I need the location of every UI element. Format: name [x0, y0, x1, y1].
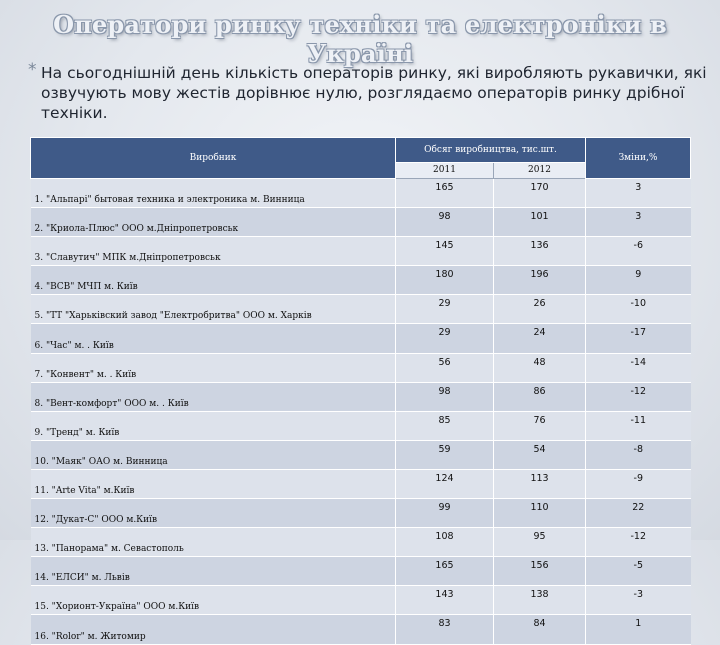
producer-name: 9. "Тренд" м. Київ [30, 411, 396, 441]
operators-table: Виробник Обсяг виробництва, тис.шт. Змін… [30, 137, 692, 645]
volume-2011: 29 [395, 294, 494, 325]
change-percent: -12 [585, 382, 691, 412]
volume-2011: 29 [395, 323, 494, 354]
volume-2012: 156 [492, 556, 586, 587]
volume-2012: 76 [492, 411, 586, 441]
table-row: 12. "Дукат-С" ООО м.Київ 99 110 22 [30, 498, 691, 529]
change-percent: -9 [585, 469, 691, 500]
table-row: 8. "Вент-комфорт" ООО м. . Київ 98 86 -12 [30, 382, 691, 412]
volume-2011: 145 [395, 236, 494, 267]
volume-2011: 165 [395, 556, 494, 587]
producer-name: 6. "Час" м. . Київ [30, 323, 396, 354]
volume-2011: 59 [395, 440, 494, 470]
producer-name: 1. "Альпарі" бытовая техника и электрони… [30, 178, 396, 209]
change-percent: -14 [585, 353, 691, 383]
producer-name: 14. "ЕЛСИ" м. Львів [30, 556, 396, 587]
header-year-2011: 2011 [395, 161, 494, 180]
table-row: 14. "ЕЛСИ" м. Львів 165 156 -5 [30, 556, 691, 587]
producer-name: 3. "Славутич" МПК м.Дніпропетровськ [30, 236, 396, 267]
volume-2011: 83 [395, 614, 494, 645]
table-row: 4. "ВСВ" МЧП м. Київ 180 196 9 [30, 265, 691, 296]
producer-name: 5. "ТТ "Харьківский завод "Електробритва… [30, 294, 396, 325]
change-percent: 22 [585, 498, 691, 529]
producer-name: 7. "Конвент" м. . Київ [30, 353, 396, 383]
table-row: 3. "Славутич" МПК м.Дніпропетровськ 145 13… [30, 236, 691, 267]
producer-name: 16. "Rolor" м. Житомир [30, 614, 396, 645]
bullet-icon: * [28, 60, 37, 80]
table-row: 2. "Криола-Плюс" ООО м.Дніпропетровськ 98… [30, 207, 691, 238]
table-row: 16. "Rolor" м. Житомир 83 84 1 [30, 614, 691, 645]
producer-name: 11. "Arte Vita" м.Київ [30, 469, 396, 500]
volume-2011: 99 [395, 498, 494, 529]
producer-name: 13. "Панорама" м. Севастополь [30, 527, 396, 558]
table-row: 7. "Конвент" м. . Київ 56 48 -14 [30, 353, 691, 383]
volume-2011: 165 [395, 178, 494, 209]
volume-2012: 101 [492, 207, 586, 238]
volume-2012: 24 [492, 323, 586, 354]
change-percent: -11 [585, 411, 691, 441]
volume-2012: 26 [492, 294, 586, 325]
volume-2012: 48 [492, 353, 586, 383]
volume-2011: 85 [395, 411, 494, 441]
change-percent: -10 [585, 294, 691, 325]
volume-2012: 138 [492, 585, 586, 616]
change-percent: -12 [585, 527, 691, 558]
intro-text: На сьогоднішній день кількість операторі… [41, 64, 707, 122]
change-percent: -17 [585, 323, 691, 354]
change-percent: -3 [585, 585, 691, 616]
producer-name: 8. "Вент-комфорт" ООО м. . Київ [30, 382, 396, 412]
volume-2012: 86 [492, 382, 586, 412]
producer-name: 15. "Хорионт-Україна" ООО м.Київ [30, 585, 396, 616]
header-producer: Виробник [30, 137, 396, 179]
change-percent: 3 [585, 207, 691, 238]
table-row: 9. "Тренд" м. Київ 85 76 -11 [30, 411, 691, 441]
volume-2012: 136 [492, 236, 586, 267]
volume-2012: 54 [492, 440, 586, 470]
table-row: 10. "Маяк" ОАО м. Винница 59 54 -8 [30, 440, 691, 470]
page-title: Оператори ринку техніки та електроніки в… [53, 10, 667, 68]
table-body: 1. "Альпарі" бытовая техника и электрони… [30, 178, 691, 645]
header-change: Зміни,% [585, 137, 692, 179]
table-row: 13. "Панорама" м. Севастополь 108 95 -12 [30, 527, 691, 558]
volume-2011: 180 [395, 265, 494, 296]
producer-name: 12. "Дукат-С" ООО м.Київ [30, 498, 396, 529]
volume-2012: 196 [492, 265, 586, 296]
volume-2012: 84 [492, 614, 586, 645]
change-percent: 9 [585, 265, 691, 296]
producer-name: 10. "Маяк" ОАО м. Винница [30, 440, 396, 470]
volume-2012: 110 [492, 498, 586, 529]
producer-name: 4. "ВСВ" МЧП м. Київ [30, 265, 396, 296]
volume-2011: 143 [395, 585, 494, 616]
volume-2012: 113 [492, 469, 586, 500]
producer-name: 2. "Криола-Плюс" ООО м.Дніпропетровськ [30, 207, 396, 238]
volume-2011: 108 [395, 527, 494, 558]
volume-2011: 56 [395, 353, 494, 383]
intro-paragraph: * На сьогоднішній день кількість операто… [28, 60, 708, 123]
volume-2011: 98 [395, 382, 494, 412]
change-percent: 3 [585, 178, 691, 209]
volume-2012: 170 [492, 178, 586, 209]
change-percent: -5 [585, 556, 691, 587]
volume-2011: 98 [395, 207, 494, 238]
table-row: 1. "Альпарі" бытовая техника и электрони… [30, 178, 691, 209]
header-volume: Обсяг виробництва, тис.шт. [394, 137, 587, 163]
change-percent: -8 [585, 440, 691, 470]
change-percent: -6 [585, 236, 691, 267]
table-row: 15. "Хорионт-Україна" ООО м.Київ 143 138 -3 [30, 585, 691, 616]
change-percent: 1 [585, 614, 691, 645]
table-row: 5. "ТТ "Харьківский завод "Електробритва… [30, 294, 691, 325]
header-year-2012: 2012 [492, 161, 587, 180]
table-row: 6. "Час" м. . Київ 29 24 -17 [30, 323, 691, 354]
table-row: 11. "Arte Vita" м.Київ 124 113 -9 [30, 469, 691, 500]
volume-2011: 124 [395, 469, 494, 500]
volume-2012: 95 [492, 527, 586, 558]
